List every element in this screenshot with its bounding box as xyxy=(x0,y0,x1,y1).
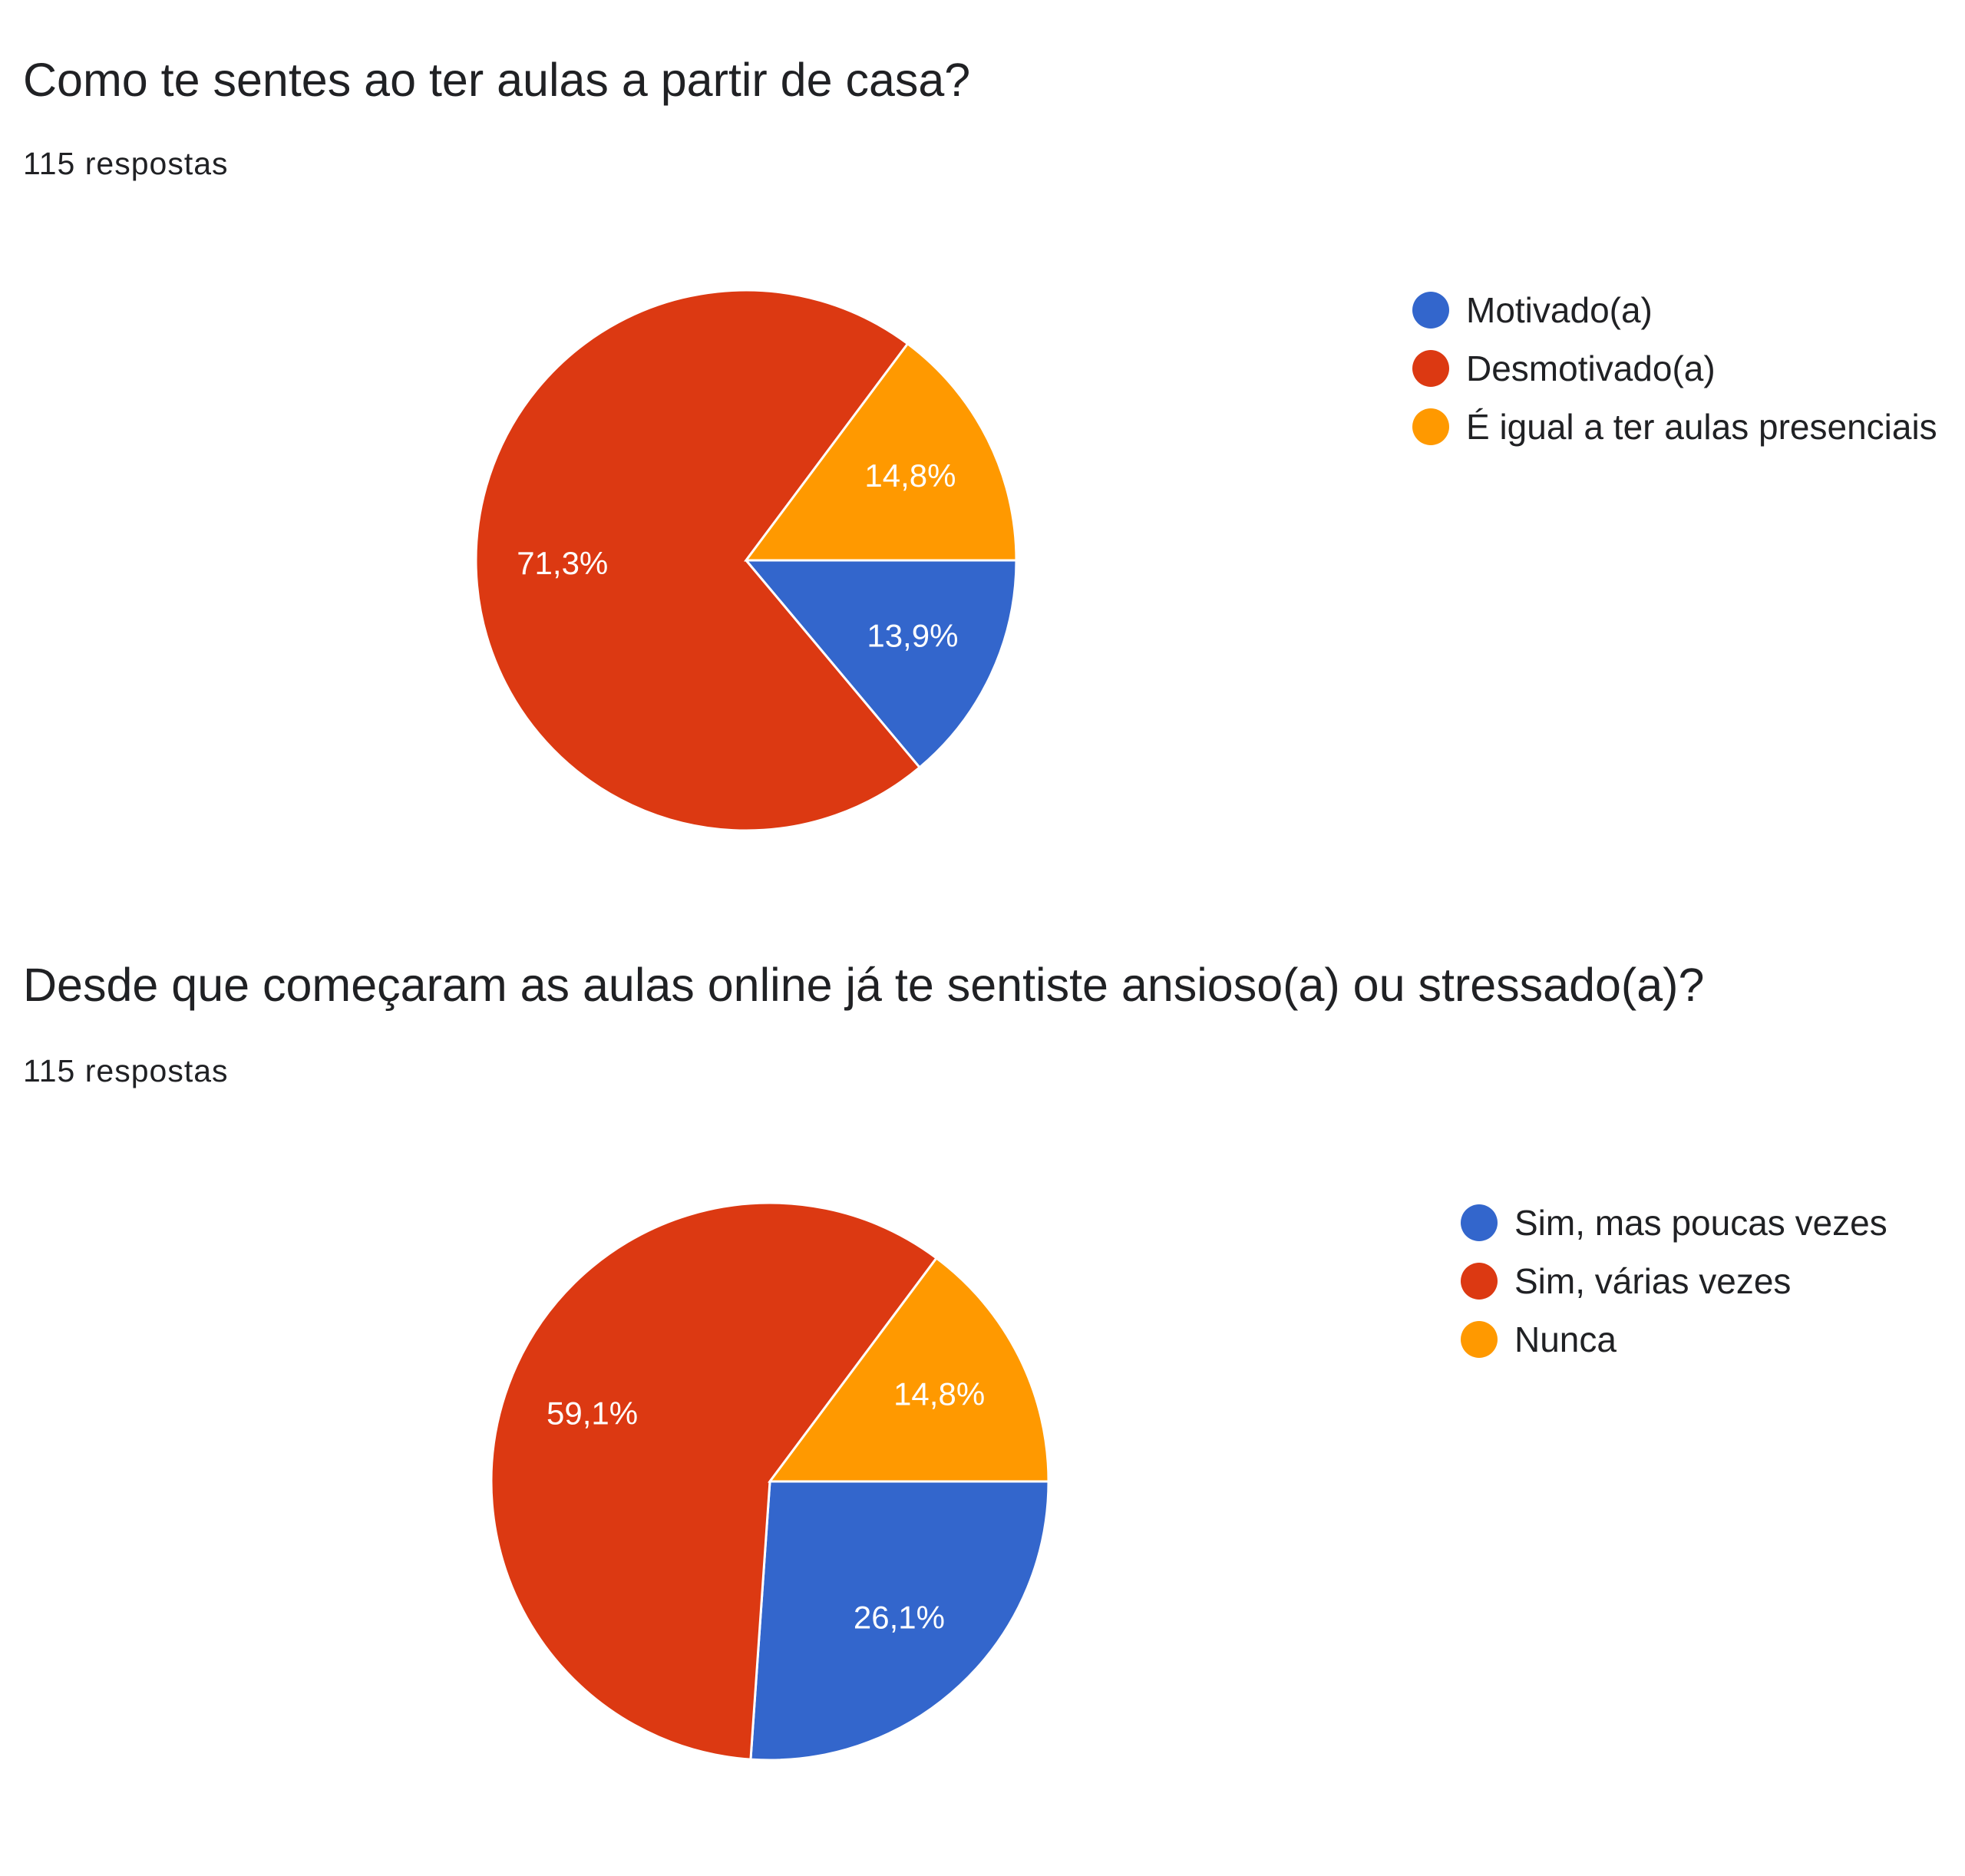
pie-chart: 26,1% 59,1% 14,8% xyxy=(490,1201,1050,1762)
legend-swatch-icon xyxy=(1412,292,1449,329)
slice-percent-label: 14,8% xyxy=(864,457,956,494)
slice-percent-label: 13,9% xyxy=(867,617,958,653)
legend-swatch-icon xyxy=(1461,1321,1498,1358)
legend-swatch-icon xyxy=(1461,1263,1498,1300)
legend-swatch-icon xyxy=(1412,350,1449,387)
legend-item-e-igual-a-ter-aulas-presenciais[interactable]: É igual a ter aulas presenciais xyxy=(1412,398,1937,456)
slice-percent-label: 71,3% xyxy=(517,545,608,581)
legend-label: É igual a ter aulas presenciais xyxy=(1466,407,1937,447)
pie-slice-sim-varias-vezes[interactable] xyxy=(490,1201,939,1761)
response-count: 115 respostas xyxy=(23,1053,229,1088)
response-count: 115 respostas xyxy=(23,146,229,181)
legend-item-motivado-a[interactable]: Motivado(a) xyxy=(1412,281,1937,339)
pie-chart: 13,9% 71,3% 14,8% xyxy=(474,289,1018,832)
slice-percent-label: 14,8% xyxy=(893,1376,985,1412)
pie-slice-nunca[interactable] xyxy=(768,1256,1050,1483)
pie-slice-e-igual-a-ter-aulas-presenciais[interactable] xyxy=(744,342,1018,562)
legend-label: Sim, várias vezes xyxy=(1514,1261,1792,1301)
pie-slice-motivado-a[interactable] xyxy=(743,559,1018,769)
legend-swatch-icon xyxy=(1461,1204,1498,1241)
legend-item-desmotivado-a[interactable]: Desmotivado(a) xyxy=(1412,339,1937,398)
legend-label: Sim, mas poucas vezes xyxy=(1514,1203,1887,1243)
slice-percent-label: 59,1% xyxy=(547,1395,638,1431)
pie-slice-sim-mas-poucas-vezes[interactable] xyxy=(749,1480,1050,1762)
question-title: Como te sentes ao ter aulas a partir de … xyxy=(23,54,971,106)
chart-legend: Motivado(a) Desmotivado(a) É igual a ter a… xyxy=(1412,281,1937,456)
legend-item-sim-varias-vezes[interactable]: Sim, várias vezes xyxy=(1461,1252,1887,1310)
question-title: Desde que começaram as aulas online já t… xyxy=(23,959,1705,1011)
legend-label: Nunca xyxy=(1514,1319,1617,1359)
pie-slice-desmotivado-a[interactable] xyxy=(474,289,922,832)
legend-swatch-icon xyxy=(1412,408,1449,445)
legend-label: Motivado(a) xyxy=(1466,290,1653,330)
legend-label: Desmotivado(a) xyxy=(1466,348,1716,388)
chart-legend: Sim, mas poucas vezes Sim, várias vezes Nu… xyxy=(1461,1194,1887,1369)
slice-percent-label: 26,1% xyxy=(854,1600,945,1636)
legend-item-sim-mas-poucas-vezes[interactable]: Sim, mas poucas vezes xyxy=(1461,1194,1887,1252)
legend-item-nunca[interactable]: Nunca xyxy=(1461,1310,1887,1369)
